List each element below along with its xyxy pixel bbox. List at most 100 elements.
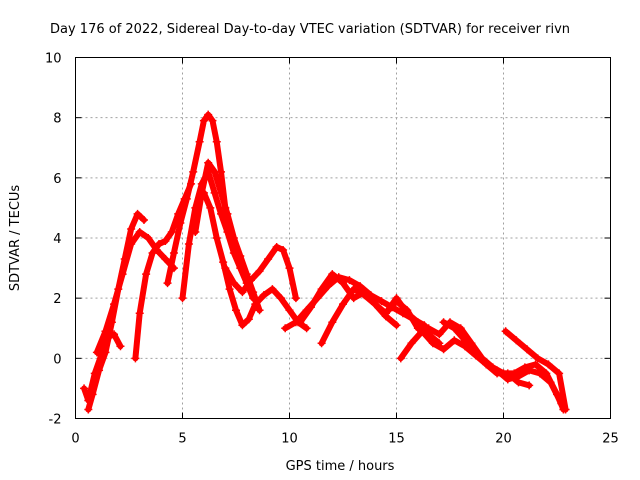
- data-point: [133, 209, 142, 218]
- data-point: [360, 291, 369, 300]
- data-series: [80, 110, 570, 414]
- data-point: [317, 339, 326, 348]
- data-point: [377, 297, 386, 306]
- data-point: [163, 279, 172, 288]
- data-point: [195, 137, 204, 146]
- data-point: [161, 237, 170, 246]
- y-tick-label: 10: [45, 52, 62, 67]
- y-tick-label: 0: [53, 352, 61, 367]
- data-point: [306, 303, 315, 312]
- data-point: [259, 291, 268, 300]
- data-point: [223, 209, 232, 218]
- data-point: [182, 194, 191, 203]
- data-point: [116, 342, 125, 351]
- data-point: [238, 288, 247, 297]
- data-point: [238, 321, 247, 330]
- data-point: [139, 215, 148, 224]
- data-point: [148, 249, 157, 258]
- data-point: [167, 227, 176, 236]
- data-point: [251, 300, 260, 309]
- data-point: [199, 116, 208, 125]
- series-satellite-track-8: [199, 188, 311, 333]
- data-point: [204, 158, 213, 167]
- data-point: [135, 309, 144, 318]
- data-point: [80, 384, 89, 393]
- data-point: [317, 285, 326, 294]
- grid-lines: [75, 57, 611, 419]
- data-point: [92, 348, 101, 357]
- data-point: [144, 234, 153, 242]
- data-point: [381, 309, 390, 318]
- data-point: [371, 300, 380, 309]
- data-point: [110, 300, 119, 309]
- data-point: [514, 378, 523, 387]
- data-point: [142, 270, 151, 279]
- axis-ticks: 0 5 10 15 20 25 -2 0 2 4 6 8 10: [45, 52, 619, 447]
- data-point: [535, 369, 544, 378]
- data-point: [225, 285, 234, 294]
- x-tick-label: 5: [178, 432, 186, 447]
- data-point: [339, 300, 347, 309]
- data-point: [255, 306, 264, 315]
- x-axis-label: GPS time / hours: [286, 459, 395, 474]
- series-line: [132, 180, 195, 362]
- data-point: [345, 276, 354, 285]
- data-point: [450, 336, 459, 345]
- series-line: [85, 210, 147, 413]
- data-point: [503, 369, 512, 378]
- data-point: [523, 345, 532, 354]
- y-tick-label: 8: [53, 112, 61, 127]
- data-point: [413, 318, 422, 327]
- y-axis-label: SDTVAR / TECUs: [8, 185, 23, 292]
- data-point: [268, 285, 277, 294]
- data-point: [428, 339, 437, 348]
- x-tick-label: 10: [281, 432, 298, 447]
- series-satellite-track-9: [221, 243, 300, 303]
- data-point: [184, 240, 193, 249]
- data-point: [435, 330, 444, 339]
- data-point: [296, 318, 305, 327]
- y-tick-label: 2: [53, 292, 61, 307]
- series-line: [282, 274, 428, 332]
- data-point: [392, 321, 401, 330]
- data-point: [176, 218, 185, 227]
- data-point: [279, 246, 288, 255]
- data-point: [232, 306, 240, 315]
- series-line: [222, 244, 299, 302]
- data-point: [84, 405, 93, 414]
- data-point: [127, 224, 136, 233]
- data-point: [101, 327, 110, 336]
- chart-title: Day 176 of 2022, Sidereal Day-to-day VTE…: [50, 22, 570, 37]
- data-point: [471, 348, 480, 357]
- x-tick-label: 20: [495, 432, 512, 447]
- data-point: [272, 243, 281, 252]
- data-point: [493, 369, 502, 378]
- data-point: [525, 366, 534, 375]
- data-point: [191, 227, 200, 236]
- data-point: [302, 324, 311, 333]
- data-point: [555, 369, 564, 378]
- series-line: [179, 168, 257, 302]
- data-point: [285, 264, 294, 273]
- data-point: [199, 188, 208, 197]
- data-point: [291, 294, 300, 303]
- x-tick-label: 0: [71, 432, 79, 447]
- y-tick-label: -2: [49, 413, 62, 428]
- data-point: [531, 360, 540, 369]
- data-point: [281, 324, 290, 333]
- series-satellite-track-15: [439, 318, 534, 390]
- data-point: [244, 315, 253, 324]
- data-point: [101, 348, 110, 357]
- x-tick-label: 15: [388, 432, 405, 447]
- data-point: [285, 306, 294, 315]
- data-point: [127, 240, 136, 249]
- data-point: [206, 203, 215, 212]
- data-point: [229, 234, 238, 242]
- series-line: [93, 229, 177, 356]
- data-point: [439, 345, 448, 354]
- series-satellite-track-12: [317, 285, 401, 348]
- data-point: [418, 327, 427, 336]
- data-point: [439, 318, 448, 327]
- data-point: [212, 137, 221, 146]
- data-point: [210, 167, 219, 176]
